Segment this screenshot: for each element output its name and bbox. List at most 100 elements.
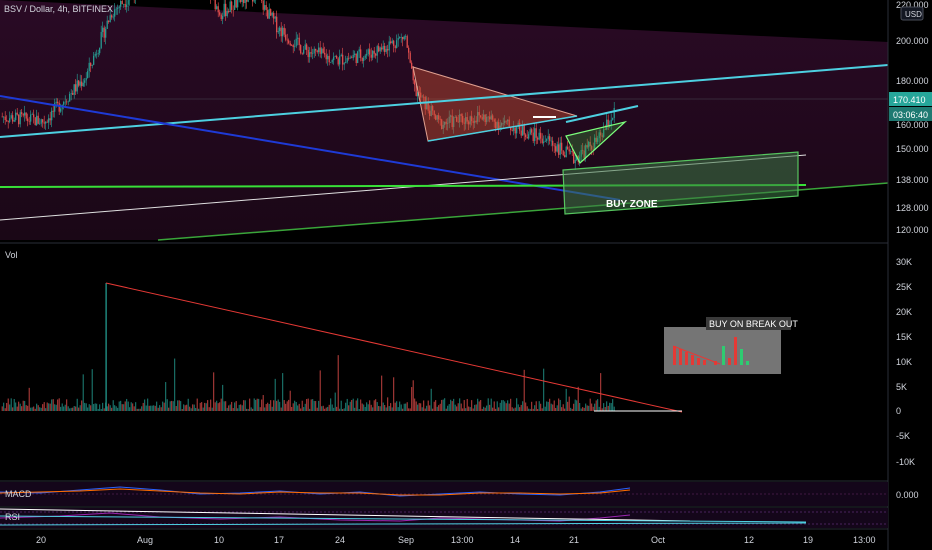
volume-bar <box>253 398 255 411</box>
candle-body <box>480 115 482 118</box>
volume-bar <box>124 401 126 411</box>
candle-body <box>57 101 59 103</box>
volume-bar <box>330 398 332 411</box>
price-tick: 180.000 <box>896 76 929 86</box>
candle-body <box>298 37 300 46</box>
candle-body <box>36 115 38 126</box>
candle-body <box>394 45 396 49</box>
volume-bar <box>31 407 33 411</box>
volume-bar <box>451 401 453 411</box>
volume-bar <box>465 408 467 411</box>
volume-bar <box>514 407 516 411</box>
candle-body <box>267 10 269 19</box>
volume-bar <box>16 406 18 411</box>
volume-bar <box>334 392 336 411</box>
volume-bar <box>307 398 309 411</box>
volume-bar <box>223 401 225 411</box>
volume-bar <box>96 403 98 411</box>
macd-pane[interactable]: MACD 0.000 <box>0 482 919 506</box>
volume-bar <box>6 402 8 411</box>
volume-bar <box>613 406 615 411</box>
candle-body <box>262 0 264 10</box>
rsi-trendline-white <box>0 508 691 522</box>
volume-bar <box>120 400 122 411</box>
volume-bar <box>331 404 333 411</box>
candle-body <box>85 77 87 81</box>
price-tick: 120.000 <box>896 225 929 235</box>
candle-body <box>93 55 95 65</box>
candle-body <box>294 46 296 48</box>
volume-bar <box>112 400 114 411</box>
price-pane[interactable]: BUY ZONE BSV / Dollar, 4h, BITFINEX <box>0 0 889 243</box>
candle-body <box>319 47 321 54</box>
candle-body <box>505 120 507 122</box>
currency-badge[interactable] <box>900 6 924 21</box>
candle-body <box>603 129 605 137</box>
volume-bar <box>46 402 48 411</box>
candle-body <box>121 0 123 5</box>
countdown-tag <box>889 107 932 121</box>
rsi-pane[interactable]: RSI <box>0 508 888 528</box>
volume-pane[interactable]: Vol BUY ON BREAK OUT <box>1 250 799 413</box>
symbol-title[interactable]: BSV / Dollar, 4h, BITFINEX <box>4 4 113 14</box>
volume-axis[interactable]: 30K 25K 20K 15K 10K 5K 0 -5K -10K <box>896 257 915 467</box>
volume-bar <box>169 401 171 411</box>
candle-body <box>19 112 21 125</box>
volume-bar <box>187 398 189 411</box>
candle-body <box>286 39 288 41</box>
candle-body <box>34 117 36 126</box>
volume-bar <box>54 404 56 411</box>
volume-bar <box>504 401 506 411</box>
candle-body <box>225 3 227 17</box>
candle-body <box>466 117 468 122</box>
candle-body <box>292 45 294 48</box>
volume-bar <box>189 406 191 411</box>
volume-bar <box>516 398 518 411</box>
candle-body <box>100 31 102 48</box>
candle-body <box>484 114 486 123</box>
volume-bar <box>4 408 6 411</box>
candle-body <box>81 81 83 87</box>
volume-bar <box>108 403 110 411</box>
candle-body <box>415 84 417 96</box>
volume-bar <box>400 404 402 411</box>
volume-bar <box>562 404 564 411</box>
volume-bar <box>1 406 3 411</box>
volume-bar <box>30 407 32 411</box>
candle-body <box>600 132 602 136</box>
volume-bar <box>91 369 93 411</box>
candle-body <box>411 62 413 69</box>
candle-body <box>274 16 276 19</box>
volume-bar <box>376 402 378 411</box>
volume-bar <box>556 405 558 411</box>
candle-body <box>433 110 435 116</box>
time-tick: 12 <box>744 535 754 545</box>
volume-bar <box>484 407 486 411</box>
candle-body <box>493 119 495 122</box>
volume-bar <box>271 406 273 411</box>
volume-bar <box>607 405 609 411</box>
candle-body <box>346 58 348 63</box>
candle-body <box>555 146 557 152</box>
volume-bar <box>88 404 90 411</box>
price-tick: 128.000 <box>896 203 929 213</box>
candle-body <box>58 102 60 112</box>
volume-bar <box>373 400 375 411</box>
candle-body <box>430 106 432 116</box>
volume-bar <box>553 400 555 411</box>
volume-bar <box>385 407 387 411</box>
candle-body <box>384 45 386 52</box>
volume-bar <box>45 408 47 411</box>
volume-bar <box>141 406 143 411</box>
volume-bar <box>534 405 536 411</box>
candle-body <box>90 62 92 66</box>
candle-body <box>7 120 9 122</box>
candle-body <box>310 52 312 54</box>
volume-bar <box>117 407 119 411</box>
time-axis[interactable]: 20 Aug 10 17 24 Sep 13:00 14 21 Oct 12 1… <box>36 535 876 545</box>
volume-bar <box>165 382 167 411</box>
price-axis[interactable]: 220.000 200.000 180.000 160.000 150.000 … <box>887 0 932 550</box>
candle-body <box>525 134 527 138</box>
candle-body <box>70 93 72 94</box>
